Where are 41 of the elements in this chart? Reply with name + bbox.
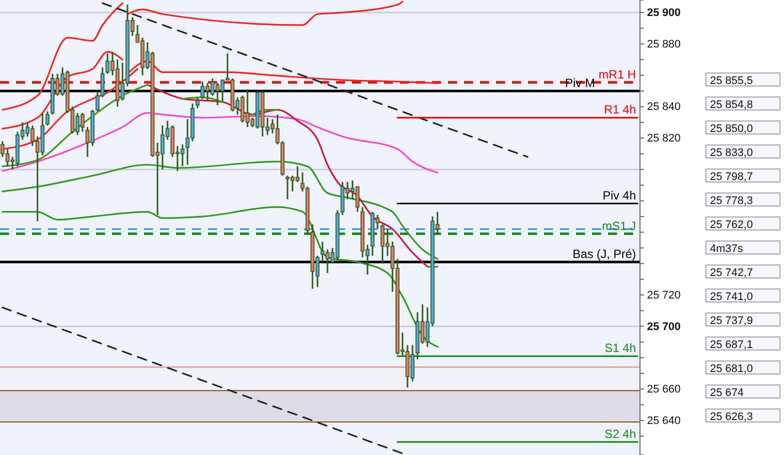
line-series <box>2 84 148 168</box>
price-tag: 4m37s <box>706 240 780 255</box>
price-tag: 25 855,5 <box>706 72 780 87</box>
series-label: S1 4h <box>604 341 636 356</box>
price-tag: 25 762,0 <box>706 216 780 231</box>
y-tick-label: 25 640 <box>647 415 681 428</box>
y-tick-label: 25 720 <box>647 289 681 302</box>
y-tick-label: 25 840 <box>647 101 681 114</box>
price-tag: 25 681,0 <box>706 360 780 375</box>
series-label: R1 4h <box>604 102 636 117</box>
y-tick-label: 25 900 <box>647 7 681 20</box>
price-tag: 25 742,7 <box>706 264 780 279</box>
price-tag: 25 626,3 <box>706 408 780 423</box>
candlestick <box>196 96 200 110</box>
price-tag: 25 798,7 <box>706 168 780 183</box>
ref-line-label: mR1 H <box>598 67 636 82</box>
price-tag: 25 674 <box>706 384 780 399</box>
candlestick <box>46 110 50 126</box>
series-label: Piv 4h <box>602 188 636 202</box>
price-tag: 25 854,8 <box>706 96 780 111</box>
line-series <box>146 84 428 268</box>
line-series <box>2 2 124 111</box>
price-tag: 25 687,1 <box>706 336 780 351</box>
line-series <box>2 112 438 174</box>
ref-line-label: Bas (J, Pré) <box>572 247 636 262</box>
price-tag: 25 833,0 <box>706 144 780 159</box>
y-tick-label: 25 700 <box>647 320 681 333</box>
line-series <box>2 50 124 130</box>
ref-line-label: mS1 J <box>602 218 636 233</box>
series-label: S2 4h <box>604 426 636 441</box>
ref-line-label: Piv M <box>565 76 596 90</box>
y-tick-label: 25 660 <box>647 384 681 396</box>
y-tick-label: 25 880 <box>647 38 681 50</box>
price-tag: 25 737,9 <box>706 312 780 327</box>
line-series <box>2 206 438 348</box>
line-series <box>2 160 438 260</box>
price-tag: 25 741,0 <box>706 288 780 303</box>
price-tag: 25 850,0 <box>706 120 780 135</box>
line-series <box>126 0 404 26</box>
y-tick-label: 25 820 <box>647 132 681 145</box>
price-tag: 25 778,3 <box>706 192 780 207</box>
